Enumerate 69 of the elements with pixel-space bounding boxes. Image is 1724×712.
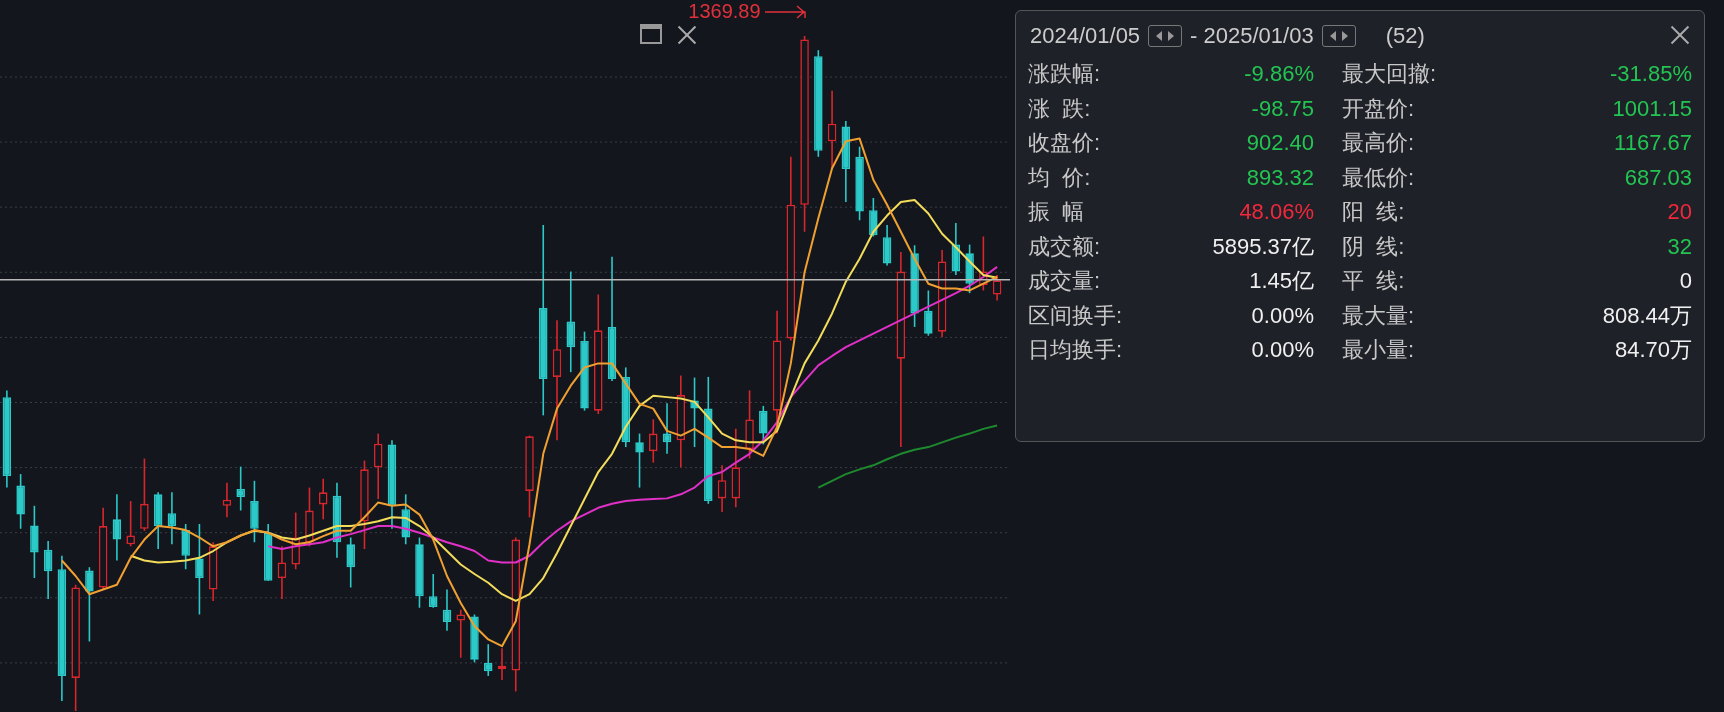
- text: 48.06%: [1239, 199, 1314, 225]
- text: 均 价:: [1028, 164, 1091, 191]
- text: 最高价:: [1342, 130, 1415, 156]
- text: 收盘价:: [1028, 130, 1101, 156]
- text: 阴 线:: [1342, 233, 1405, 260]
- text: 5895.37亿: [1212, 233, 1314, 260]
- text: 0: [1679, 268, 1692, 294]
- candlestick: [277, 545, 287, 600]
- text: 平 线:: [1342, 268, 1405, 294]
- candlestick: [566, 270, 576, 373]
- text: 893.32: [1246, 164, 1314, 191]
- text: 最低价:: [1342, 164, 1415, 191]
- candlestick: [924, 289, 933, 337]
- text: 涨跌幅:: [1028, 61, 1101, 87]
- text: 0.00%: [1251, 337, 1314, 363]
- candlestick: [85, 566, 94, 643]
- text: 成交量:: [1028, 268, 1101, 294]
- text: 成交额:: [1028, 233, 1101, 260]
- text: 区间换手:: [1028, 302, 1123, 329]
- candlestick: [126, 500, 135, 548]
- candlestick: [181, 523, 190, 571]
- candlestick: [167, 491, 177, 546]
- text: -98.75: [1251, 95, 1314, 122]
- candlestick: [649, 418, 658, 464]
- text: 687.03: [1624, 164, 1692, 191]
- text: 开盘价:: [1342, 95, 1415, 122]
- candlestick: [827, 89, 837, 170]
- text: (52): [1385, 23, 1425, 49]
- text: 902.40: [1246, 130, 1314, 156]
- text: 涨 跌:: [1028, 95, 1091, 122]
- candlestick: [635, 432, 644, 489]
- candlestick: [140, 457, 149, 532]
- candlestick: [442, 588, 452, 632]
- candlestick: [222, 482, 232, 519]
- text: - 2025/01/03: [1190, 23, 1314, 49]
- text: 0.00%: [1251, 302, 1314, 329]
- candlestick: [662, 402, 672, 455]
- text: 32: [1667, 233, 1692, 260]
- text: 84.70万: [1614, 337, 1692, 363]
- candlestick: [346, 536, 355, 589]
- candlestick: [30, 505, 39, 579]
- text: 20: [1667, 199, 1692, 225]
- candlestick: [195, 523, 204, 616]
- candlestick: [992, 274, 1002, 302]
- text: 1001.15: [1612, 95, 1692, 122]
- candlestick: [483, 643, 493, 677]
- candlestick: [497, 647, 507, 681]
- candlestick: [373, 432, 383, 500]
- text: 1167.67: [1614, 130, 1692, 156]
- text: 最大量:: [1342, 302, 1415, 329]
- text: 阳 线:: [1342, 199, 1405, 225]
- text: 日均换手:: [1028, 337, 1123, 363]
- candlestick: [112, 493, 122, 562]
- text: 振 幅: [1028, 199, 1085, 225]
- candlestick: [43, 540, 53, 600]
- text: -9.86%: [1244, 61, 1314, 87]
- text: 1.45亿: [1249, 268, 1314, 294]
- text: 2024/01/05: [1030, 23, 1141, 49]
- text: 808.44万: [1602, 302, 1692, 329]
- text: 1369.89: [688, 0, 761, 22]
- candlestick: [717, 464, 727, 513]
- text: 最大回撤:: [1342, 61, 1437, 87]
- text: -31.85%: [1610, 61, 1692, 87]
- candlestick: [951, 222, 961, 276]
- candlestick: [456, 608, 465, 659]
- candlestick: [759, 405, 768, 446]
- candlestick: [318, 478, 328, 521]
- candlestick: [882, 224, 892, 267]
- text: 最小量:: [1342, 337, 1415, 363]
